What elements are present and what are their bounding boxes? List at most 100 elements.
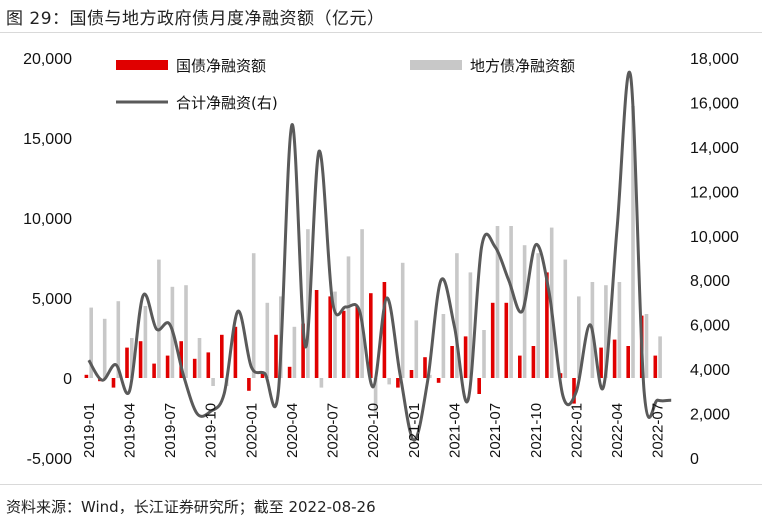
x-tick-label: 2019-04: [121, 403, 138, 458]
treasury-bar: [382, 282, 387, 378]
local-bond-bar: [563, 259, 568, 378]
treasury-bar: [165, 355, 170, 378]
left-y-tick-label: 0: [63, 371, 72, 388]
local-bond-bar: [211, 378, 215, 386]
x-tick-label: 2020-04: [284, 403, 301, 458]
local-bond-bar: [644, 314, 649, 378]
local-bond-bar: [414, 320, 419, 378]
x-tick-label: 2021-10: [528, 403, 545, 458]
x-tick-label: 2020-07: [325, 403, 342, 458]
treasury-bar: [179, 341, 183, 378]
local-bond-bar: [604, 285, 608, 378]
treasury-bar: [436, 378, 441, 383]
treasury-bar: [369, 293, 373, 378]
treasury-bar: [192, 358, 197, 378]
treasury-bar: [518, 355, 522, 378]
treasury-bar: [314, 290, 319, 378]
x-tick-label: 2022-01: [568, 403, 585, 458]
local-bond-bar: [536, 253, 540, 378]
legend-label-treasury: 国债净融资额: [176, 57, 266, 75]
treasury-bar: [125, 347, 129, 378]
source-divider: [0, 484, 762, 485]
right-y-tick-label: 6,000: [690, 318, 730, 335]
local-bond-bar: [495, 226, 500, 378]
right-y-tick-label: 10,000: [690, 229, 739, 246]
x-tick-label: 2019-10: [203, 403, 220, 458]
treasury-bar: [463, 336, 468, 378]
right-y-axis: 0 2,000 4,000 6,000 8,000 10,000 12,000 14,000 1…: [690, 51, 739, 468]
right-y-tick-label: 0: [690, 451, 699, 468]
treasury-bar: [531, 346, 536, 378]
local-bond-bar: [157, 259, 161, 378]
treasury-bar: [328, 296, 332, 378]
treasury-bar: [287, 366, 292, 378]
local-bond-bar: [89, 307, 93, 378]
treasury-bar: [301, 323, 305, 378]
treasury-bar: [545, 272, 549, 378]
local-bond-bar: [373, 378, 378, 414]
local-bond-bar: [468, 272, 473, 378]
left-y-axis: -5,000 0 5,000 10,000 15,000 20,000: [23, 51, 72, 468]
local-bond-bar: [482, 330, 486, 378]
right-y-tick-label: 8,000: [690, 273, 730, 290]
treasury-bar: [111, 378, 116, 388]
local-bond-bar: [143, 306, 148, 378]
x-tick-label: 2021-07: [487, 403, 504, 458]
x-tick-label: 2022-07: [650, 403, 667, 458]
local-bond-bar: [441, 314, 446, 378]
x-tick-label: 2021-04: [447, 403, 464, 458]
legend-swatch-local: [410, 60, 462, 70]
treasury-bar: [84, 374, 89, 378]
treasury-bar: [572, 378, 576, 404]
left-y-tick-label: 15,000: [23, 131, 72, 148]
local-bond-bar: [522, 245, 527, 378]
treasury-bar: [247, 378, 251, 391]
local-bond-bar: [346, 256, 351, 378]
local-bond-bar: [360, 229, 364, 378]
right-y-tick-label: 16,000: [690, 95, 739, 112]
treasury-bar: [138, 341, 143, 378]
legend-label-local: 地方债净融资额: [470, 57, 575, 75]
treasury-bar: [409, 370, 414, 378]
total-financing-line: [87, 70, 672, 442]
right-y-tick-label: 4,000: [690, 362, 730, 379]
right-y-tick-label: 2,000: [690, 407, 730, 424]
x-tick-label: 2021-01: [406, 403, 423, 458]
figure-title: 图 29：国债与地方政府债月度净融资额（亿元）: [6, 9, 385, 29]
treasury-bar: [450, 346, 454, 378]
x-tick-label: 2020-10: [365, 403, 382, 458]
x-axis: 2019-01 2019-04 2019-07 2019-10 2020-01 2020-…: [81, 403, 667, 458]
local-bond-bar: [102, 318, 107, 378]
x-tick-label: 2019-01: [81, 403, 98, 458]
treasury-bar: [504, 302, 509, 378]
right-y-tick-label: 18,000: [690, 51, 739, 68]
legend-swatch-treasury: [116, 60, 168, 70]
treasury-bar: [152, 363, 156, 378]
treasury-bar: [477, 378, 481, 394]
line-series: [87, 70, 672, 442]
title-divider: [0, 32, 762, 33]
local-bond-bar: [455, 253, 459, 378]
treasury-bar: [220, 334, 224, 378]
treasury-bar: [626, 346, 630, 378]
local-bond-bar: [130, 338, 134, 378]
left-y-tick-label: -5,000: [27, 451, 72, 468]
local-bond-bar: [617, 282, 622, 378]
treasury-bar: [423, 357, 427, 378]
local-bond-bar: [577, 296, 581, 378]
treasury-bar: [341, 310, 346, 378]
treasury-bar: [260, 373, 265, 378]
x-tick-label: 2022-04: [609, 403, 626, 458]
local-bond-bar: [658, 336, 662, 378]
chart-canvas: -5,000 0 5,000 10,000 15,000 20,000 0 2,000 4,0…: [23, 51, 739, 468]
treasury-bar: [490, 302, 495, 378]
left-y-tick-label: 10,000: [23, 211, 72, 228]
local-bond-bar: [387, 378, 391, 385]
treasury-bar: [396, 378, 400, 388]
legend-label-total: 合计净融资(右): [176, 94, 278, 112]
local-bond-bar: [319, 378, 324, 388]
local-bond-bar: [251, 253, 256, 378]
treasury-bar: [206, 352, 211, 378]
right-y-tick-label: 14,000: [690, 140, 739, 157]
